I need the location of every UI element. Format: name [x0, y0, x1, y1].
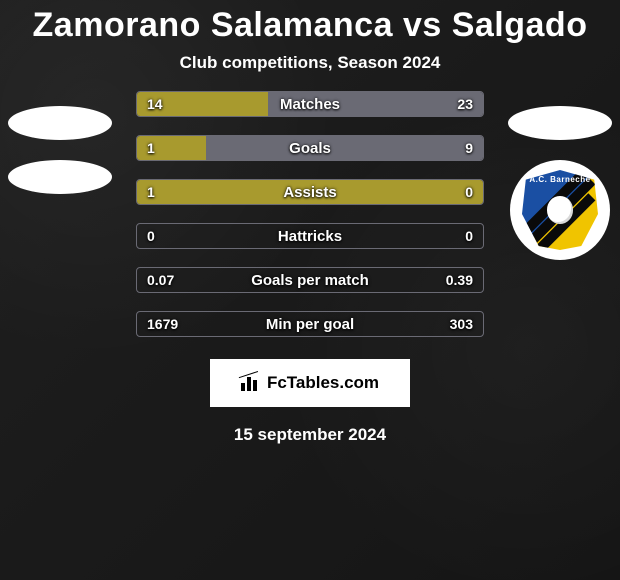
bar-fill-right	[206, 136, 483, 160]
placeholder-ellipse-icon	[508, 106, 612, 140]
page-subtitle: Club competitions, Season 2024	[180, 53, 441, 73]
comparison-bars: Matches1423 Goals19 Assists10 Hattricks0 0 Go…	[136, 91, 484, 337]
brand-badge: FcTables.com	[210, 359, 410, 407]
stat-row: Goals19	[136, 135, 484, 161]
club-badge-text: A.C. Barneche	[522, 175, 598, 184]
stat-value-left: 0	[147, 224, 155, 248]
stat-value-right: 0	[465, 224, 473, 248]
bar-chart-icon	[241, 375, 261, 391]
bar-fill-left	[137, 136, 206, 160]
brand-text: FcTables.com	[267, 373, 379, 393]
bar-fill-right	[268, 92, 483, 116]
stat-value-right: 303	[450, 312, 473, 336]
shield-icon: A.C. Barneche	[522, 170, 598, 250]
bar-fill-left	[137, 180, 483, 204]
placeholder-ellipse-icon	[8, 106, 112, 140]
stat-row: Matches1423	[136, 91, 484, 117]
container: Zamorano Salamanca vs Salgado Club compe…	[0, 0, 620, 580]
right-player-avatars: A.C. Barneche	[500, 91, 620, 260]
stat-row: Hattricks0 0	[136, 223, 484, 249]
content-area: A.C. Barneche Matches1423 Goals19 Assists1…	[0, 91, 620, 337]
stat-label: Goals per match	[137, 268, 483, 292]
page-title: Zamorano Salamanca vs Salgado	[33, 6, 588, 45]
bar-fill-left	[137, 92, 268, 116]
stat-row: Goals per match0.07 0.39	[136, 267, 484, 293]
left-player-avatars	[0, 91, 120, 194]
stat-row: Assists10	[136, 179, 484, 205]
stat-value-left: 1679	[147, 312, 178, 336]
stat-value-right: 0.39	[446, 268, 473, 292]
placeholder-ellipse-icon	[8, 160, 112, 194]
stat-value-left: 0.07	[147, 268, 174, 292]
stat-label: Min per goal	[137, 312, 483, 336]
club-badge-graphic: A.C. Barneche	[510, 160, 610, 260]
stat-row: Min per goal1679 303	[136, 311, 484, 337]
club-badge: A.C. Barneche	[510, 160, 610, 260]
update-date: 15 september 2024	[234, 425, 386, 445]
stat-label: Hattricks	[137, 224, 483, 248]
